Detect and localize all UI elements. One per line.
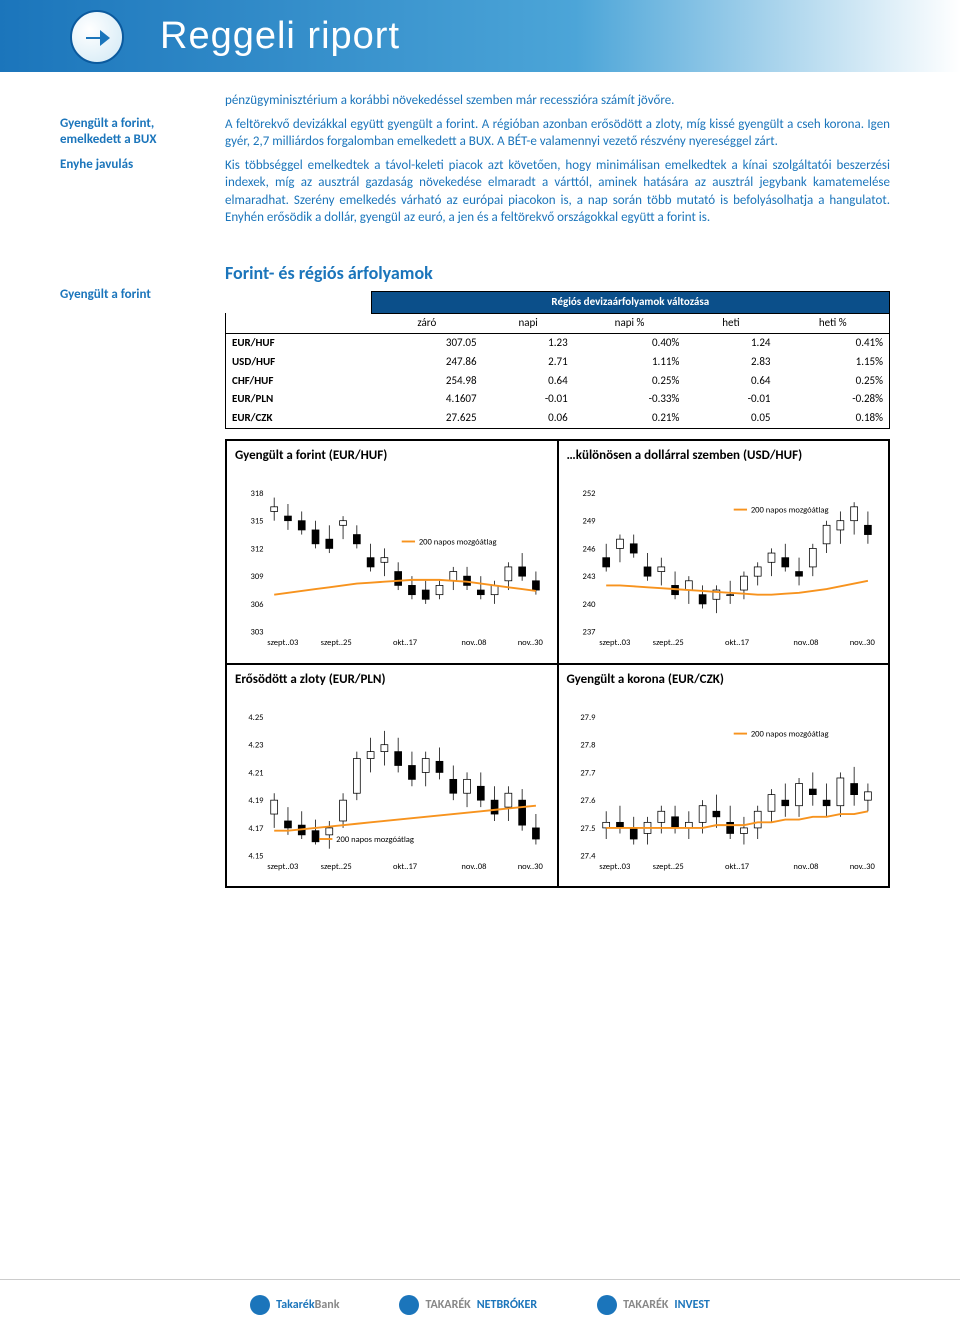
svg-text:nov..08: nov..08 (793, 638, 818, 648)
svg-text:szept..25: szept..25 (652, 862, 683, 872)
svg-text:200 napos mozgóátlag: 200 napos mozgóátlag (336, 834, 414, 844)
fx-row: CHF/HUF254.980.640.25%0.640.25% (226, 372, 890, 391)
chart-cell: Gyengült a korona (EUR/CZK)27.427.527.62… (558, 664, 890, 888)
svg-text:240: 240 (582, 600, 596, 610)
broker-icon (399, 1295, 419, 1315)
chart-title: Gyengült a korona (EUR/CZK) (567, 671, 881, 703)
svg-text:27.4: 27.4 (580, 851, 596, 861)
svg-text:nov..30: nov..30 (518, 862, 544, 872)
svg-text:okt..17: okt..17 (393, 862, 418, 872)
svg-text:306: 306 (251, 600, 265, 610)
header-banner: Reggeli riport (0, 0, 960, 72)
svg-text:27.5: 27.5 (580, 823, 595, 833)
fx-row: EUR/PLN4.1607-0.01-0.33%-0.01-0.28% (226, 390, 890, 409)
svg-text:246: 246 (582, 544, 596, 554)
summary-side-1: Gyengült a forint, emelkedett a BUX (60, 116, 225, 151)
intro-para-2: Kis többséggel emelkedtek a távol-keleti… (225, 157, 890, 227)
svg-text:27.7: 27.7 (580, 768, 596, 778)
fx-row: USD/HUF247.862.711.11%2.831.15% (226, 353, 890, 372)
chart-svg: 4.15 4.17 4.19 4.21 4.23 4.25 szept..03 szept..… (235, 707, 549, 877)
svg-text:312: 312 (251, 544, 264, 554)
chart-cell: Gyengült a forint (EUR/HUF)3033063093123… (226, 440, 558, 664)
svg-text:237: 237 (582, 628, 596, 638)
svg-text:200 napos mozgóátlag: 200 napos mozgóátlag (750, 729, 828, 739)
svg-text:252: 252 (582, 489, 595, 499)
chart-cell: …különösen a dollárral szemben (USD/HUF)… (558, 440, 890, 664)
svg-text:27.8: 27.8 (580, 740, 595, 750)
fx-table: Régiós devizaárfolyamok változása záróna… (225, 291, 890, 429)
svg-text:nov..30: nov..30 (849, 638, 875, 648)
invest-icon (597, 1295, 617, 1315)
svg-text:309: 309 (251, 572, 265, 582)
chart-title: Gyengült a forint (EUR/HUF) (235, 447, 549, 479)
svg-text:4.15: 4.15 (248, 851, 263, 861)
svg-text:4.17: 4.17 (248, 823, 264, 833)
chart-cell: Erősödött a zloty (EUR/PLN)4.154.174.194… (226, 664, 558, 888)
svg-text:szept..03: szept..03 (267, 638, 298, 648)
page-title: Reggeli riport (160, 15, 400, 58)
svg-text:szept..25: szept..25 (321, 638, 352, 648)
svg-text:nov..30: nov..30 (849, 862, 875, 872)
svg-text:4.19: 4.19 (248, 796, 264, 806)
fx-side: Gyengült a forint (60, 261, 225, 888)
svg-text:szept..25: szept..25 (652, 638, 683, 648)
chart-svg: 303 306 309 312 315 318 szept..03 szept..25 okt.… (235, 483, 549, 653)
svg-text:200 napos mozgóátlag: 200 napos mozgóátlag (750, 505, 828, 515)
svg-text:4.25: 4.25 (248, 712, 263, 722)
svg-text:nov..30: nov..30 (518, 638, 544, 648)
chart-svg: 27.4 27.5 27.6 27.7 27.8 27.9 szept..03 szept..… (567, 707, 881, 877)
chart-svg: 237 240 243 246 249 252 szept..03 szept..25 okt.… (567, 483, 881, 653)
logo-icon (70, 10, 124, 64)
svg-text:27.9: 27.9 (580, 712, 596, 722)
svg-text:szept..03: szept..03 (599, 638, 630, 648)
svg-text:nov..08: nov..08 (793, 862, 818, 872)
svg-text:szept..03: szept..03 (599, 862, 630, 872)
svg-text:szept..03: szept..03 (267, 862, 298, 872)
svg-text:4.21: 4.21 (248, 768, 263, 778)
svg-text:249: 249 (582, 517, 596, 527)
intro-lead: pénzügyminisztérium a korábbi növekedéss… (225, 92, 890, 110)
svg-text:303: 303 (251, 628, 264, 638)
svg-text:okt..17: okt..17 (393, 638, 418, 648)
fx-band-header: Régiós devizaárfolyamok változása (371, 292, 889, 314)
svg-text:nov..08: nov..08 (461, 638, 486, 648)
svg-text:okt..17: okt..17 (724, 638, 749, 648)
summary-side-2: Enyhe javulás (60, 157, 225, 227)
chart-title: Erősödött a zloty (EUR/PLN) (235, 671, 549, 703)
fx-row: EUR/CZK27.6250.060.21%0.050.18% (226, 409, 890, 428)
footer-logo-2: TAKARÉKNETBRÓKER (399, 1295, 537, 1315)
footer-brand-1-suffix: Bank (315, 1298, 340, 1312)
svg-text:243: 243 (582, 572, 595, 582)
intro-para-1: A feltörekvő devizákkal együtt gyengült … (225, 116, 890, 151)
footer: TakarékBank TAKARÉKNETBRÓKER TAKARÉKINVE… (0, 1279, 960, 1329)
footer-logo-3: TAKARÉKINVEST (597, 1295, 710, 1315)
charts-grid: Gyengült a forint (EUR/HUF)3033063093123… (225, 439, 890, 888)
svg-text:nov..08: nov..08 (461, 862, 486, 872)
bank-icon (250, 1295, 270, 1315)
svg-text:okt..17: okt..17 (724, 862, 749, 872)
fx-row: EUR/HUF307.051.230.40%1.240.41% (226, 333, 890, 352)
svg-text:315: 315 (251, 517, 264, 527)
fx-section-title: Forint- és régiós árfolyamok (225, 261, 890, 285)
summary-side-empty (60, 92, 225, 110)
svg-text:318: 318 (251, 489, 264, 499)
svg-text:szept..25: szept..25 (321, 862, 352, 872)
footer-logo-1: TakarékBank (250, 1295, 339, 1315)
svg-text:4.23: 4.23 (248, 740, 263, 750)
svg-text:27.6: 27.6 (580, 796, 596, 806)
svg-text:200 napos mozgóátlag: 200 napos mozgóátlag (419, 537, 497, 547)
chart-title: …különösen a dollárral szemben (USD/HUF) (567, 447, 881, 479)
